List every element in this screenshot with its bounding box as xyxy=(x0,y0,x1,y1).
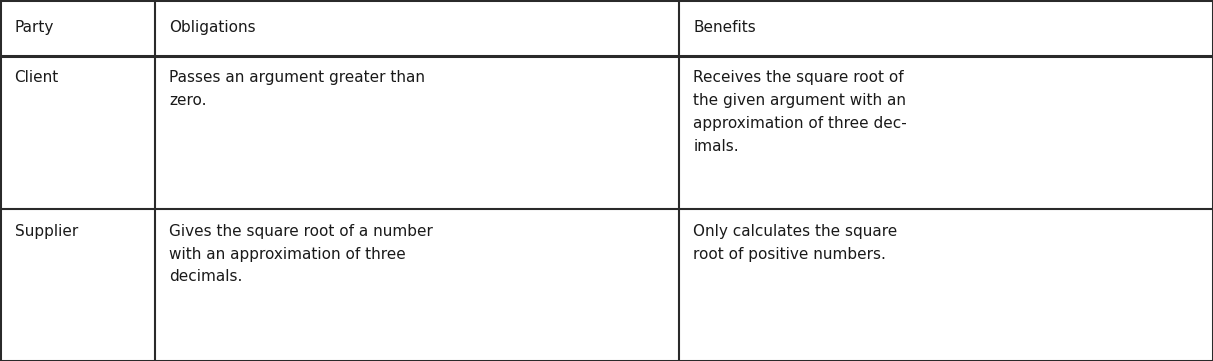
Text: Benefits: Benefits xyxy=(694,21,756,35)
Text: Passes an argument greater than
zero.: Passes an argument greater than zero. xyxy=(170,70,426,108)
Text: Client: Client xyxy=(15,70,58,86)
Text: Only calculates the square
root of positive numbers.: Only calculates the square root of posit… xyxy=(694,224,898,262)
Text: Supplier: Supplier xyxy=(15,224,78,239)
Text: Party: Party xyxy=(15,21,53,35)
Text: Gives the square root of a number
with an approximation of three
decimals.: Gives the square root of a number with a… xyxy=(170,224,433,284)
Text: Obligations: Obligations xyxy=(170,21,256,35)
Text: Receives the square root of
the given argument with an
approximation of three de: Receives the square root of the given ar… xyxy=(694,70,907,154)
